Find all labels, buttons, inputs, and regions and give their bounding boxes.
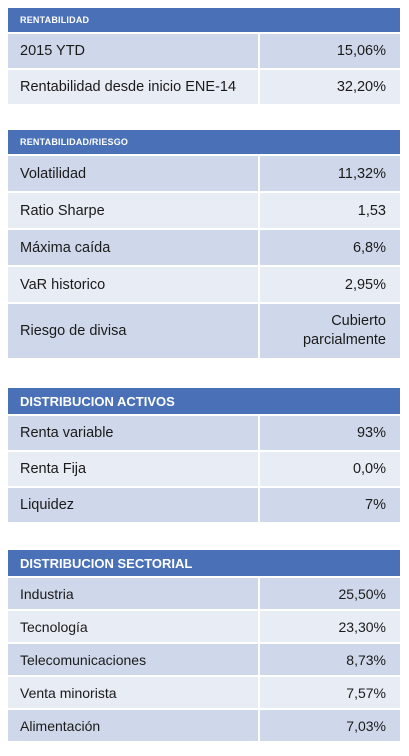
row-label: VaR historico — [8, 267, 260, 302]
row-label: Máxima caída — [8, 230, 260, 265]
row-label: Renta Fija — [8, 452, 260, 486]
table-row: Tecnología 23,30% — [8, 611, 400, 644]
row-value: 25,50% — [338, 585, 386, 602]
rentabilidad-table: RENTABILIDAD 2015 YTD 15,06% Rentabilida… — [8, 8, 400, 106]
row-label: Industria — [8, 578, 260, 609]
table-row: VaR historico 2,95% — [8, 267, 400, 304]
row-value: 7% — [365, 497, 386, 513]
table-row: Telecomunicaciones 8,73% — [8, 644, 400, 677]
row-value: 7,57% — [346, 684, 386, 701]
row-label: 2015 YTD — [8, 34, 260, 68]
row-label: Ratio Sharpe — [8, 193, 260, 228]
row-value: 0,0% — [352, 461, 386, 477]
row-value: 6,8% — [352, 239, 386, 256]
row-label: Alimentación — [8, 710, 260, 741]
table-row: Máxima caída 6,8% — [8, 230, 400, 267]
row-label: Tecnología — [8, 611, 260, 642]
row-value: Cubierto parcialmente — [260, 304, 400, 358]
rentabilidad-riesgo-table: RENTABILIDAD/RIESGO Volatilidad 11,32% R… — [8, 130, 400, 360]
activos-header: DISTRIBUCION ACTIVOS — [8, 388, 400, 416]
row-label: Telecomunicaciones — [8, 644, 260, 675]
row-label: Venta minorista — [8, 677, 260, 708]
row-value: 7,03% — [346, 717, 386, 734]
distribucion-activos-table: DISTRIBUCION ACTIVOS Renta variable 93% … — [8, 388, 400, 524]
row-value-line1: Cubierto — [331, 313, 386, 330]
table-row: Renta variable 93% — [8, 416, 400, 452]
table-row: Ratio Sharpe 1,53 — [8, 193, 400, 230]
row-value: 8,73% — [346, 651, 386, 668]
row-value: 93% — [356, 425, 386, 441]
row-label: Riesgo de divisa — [8, 304, 260, 358]
row-label: Volatilidad — [8, 156, 260, 191]
table-row: Volatilidad 11,32% — [8, 156, 400, 193]
row-value: 2,95% — [344, 276, 386, 293]
row-value: 23,30% — [338, 618, 386, 635]
row-value-line2: parcialmente — [302, 332, 386, 348]
table-row: 2015 YTD 15,06% — [8, 34, 400, 70]
row-value: 11,32% — [337, 165, 386, 182]
row-value: 32,20% — [336, 79, 386, 95]
distribucion-sectorial-table: DISTRIBUCION SECTORIAL Industria 25,50% … — [8, 550, 400, 743]
row-value: 15,06% — [336, 43, 386, 59]
rentabilidad-header: RENTABILIDAD — [8, 8, 400, 34]
row-label: Rentabilidad desde inicio ENE-14 — [8, 70, 260, 104]
table-row: Alimentación 7,03% — [8, 710, 400, 743]
row-label: Renta variable — [8, 416, 260, 450]
table-row: Venta minorista 7,57% — [8, 677, 400, 710]
table-row: Liquidez 7% — [8, 488, 400, 524]
row-value: 1,53 — [357, 202, 386, 219]
row-label: Liquidez — [8, 488, 260, 522]
riesgo-header: RENTABILIDAD/RIESGO — [8, 130, 400, 156]
table-row: Riesgo de divisa Cubierto parcialmente — [8, 304, 400, 360]
table-row: Industria 25,50% — [8, 578, 400, 611]
table-row: Renta Fija 0,0% — [8, 452, 400, 488]
table-row: Rentabilidad desde inicio ENE-14 32,20% — [8, 70, 400, 106]
sectorial-header: DISTRIBUCION SECTORIAL — [8, 550, 400, 578]
